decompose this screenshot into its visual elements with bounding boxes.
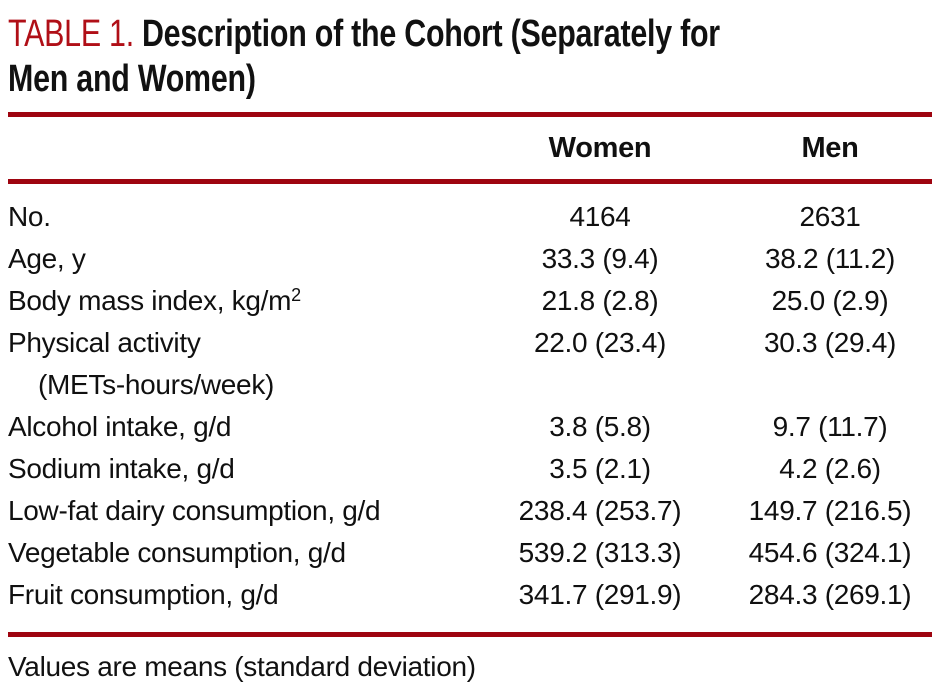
row-label: Body mass index, kg/m2 xyxy=(8,280,472,322)
header-women: Women xyxy=(472,112,728,184)
row-label: Fruit consumption, g/d xyxy=(8,579,279,610)
table-row: No. 4164 2631 xyxy=(8,182,932,239)
table-row: Physical activity (METs-hours/week) 22.0… xyxy=(8,322,932,406)
row-label-text: Physical activity xyxy=(8,327,201,358)
women-value: 3.5 (2.1) xyxy=(549,453,651,484)
men-value: 4.2 (2.6) xyxy=(779,453,881,484)
table-number: TABLE 1. xyxy=(8,13,134,55)
row-label-superscript: 2 xyxy=(291,285,301,305)
men-value: 9.7 (11.7) xyxy=(772,411,888,442)
table-title-line2: Men and Women) xyxy=(8,58,256,100)
women-value: 3.8 (5.8) xyxy=(549,411,651,442)
header-row: Women Men xyxy=(8,112,932,184)
cohort-table: Women Men No. 4164 2631 Age, y 33.3 (9.4… xyxy=(8,112,932,616)
men-value: 38.2 (11.2) xyxy=(764,243,896,274)
women-value: 4164 xyxy=(569,201,631,232)
table-row: Fruit consumption, g/d 341.7 (291.9) 284… xyxy=(8,574,932,616)
row-label: No. xyxy=(8,201,51,232)
table-row: Sodium intake, g/d 3.5 (2.1) 4.2 (2.6) xyxy=(8,448,932,490)
header-empty xyxy=(8,112,472,184)
table-row: Alcohol intake, g/d 3.8 (5.8) 9.7 (11.7) xyxy=(8,406,932,448)
row-label: Sodium intake, g/d xyxy=(8,453,235,484)
men-value: 149.7 (216.5) xyxy=(748,495,912,526)
table-title-line1: Description of the Cohort (Separately fo… xyxy=(141,13,720,55)
table-footnote: Values are means (standard deviation) xyxy=(8,651,476,682)
women-value: 22.0 (23.4) xyxy=(533,327,667,358)
row-label-text: Body mass index, kg/m xyxy=(8,285,292,316)
table-row: Vegetable consumption, g/d 539.2 (313.3)… xyxy=(8,532,932,574)
women-value: 539.2 (313.3) xyxy=(518,537,682,568)
men-value: 30.3 (29.4) xyxy=(763,327,897,358)
row-label: Vegetable consumption, g/d xyxy=(8,537,346,568)
women-value: 238.4 (253.7) xyxy=(518,495,682,526)
table-title: TABLE 1. Description of the Cohort (Separ… xyxy=(8,12,936,102)
men-value: 284.3 (269.1) xyxy=(748,579,912,610)
table-row: Low-fat dairy consumption, g/d 238.4 (25… xyxy=(8,490,932,532)
row-label: Low-fat dairy consumption, g/d xyxy=(8,495,381,526)
header-men: Men xyxy=(728,112,932,184)
row-label: Age, y xyxy=(8,243,86,274)
table-row: Age, y 33.3 (9.4) 38.2 (11.2) xyxy=(8,238,932,280)
women-value: 341.7 (291.9) xyxy=(518,579,682,610)
row-label-continuation: (METs-hours/week) xyxy=(38,369,275,400)
men-value: 454.6 (324.1) xyxy=(748,537,912,568)
women-value: 33.3 (9.4) xyxy=(541,243,659,274)
men-value: 25.0 (2.9) xyxy=(771,285,889,316)
bottom-rule xyxy=(8,632,932,637)
table-row: Body mass index, kg/m2 21.8 (2.8) 25.0 (… xyxy=(8,280,932,322)
women-value: 21.8 (2.8) xyxy=(541,285,659,316)
row-label: Alcohol intake, g/d xyxy=(8,411,232,442)
men-value: 2631 xyxy=(799,201,861,232)
row-label: Physical activity (METs-hours/week) xyxy=(8,322,472,406)
